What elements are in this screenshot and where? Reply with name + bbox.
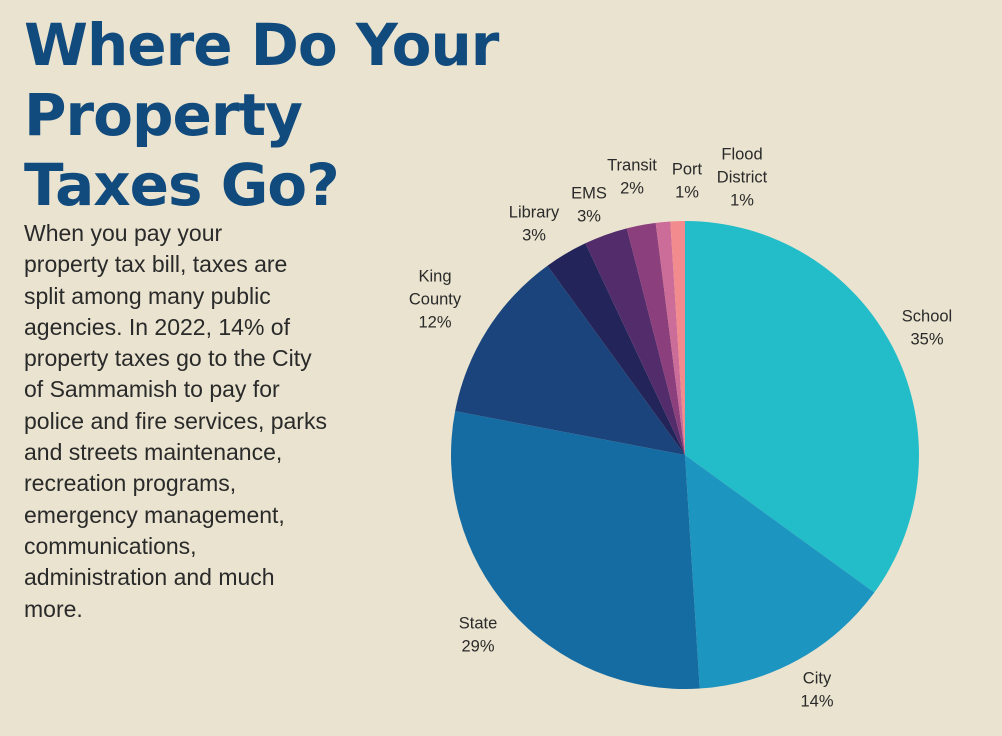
slice-value-school: 35% bbox=[910, 330, 943, 348]
description-line: police and fire services, parks bbox=[24, 407, 327, 434]
description-line: of Sammamish to pay for bbox=[24, 376, 280, 403]
slice-value-king-county: 12% bbox=[418, 313, 451, 331]
description-line: When you pay your bbox=[24, 220, 223, 246]
slice-label-library: Library bbox=[509, 203, 560, 221]
description-line: communications, bbox=[24, 532, 197, 559]
slice-value-city: 14% bbox=[800, 692, 833, 710]
page-title-line-1: Where Do Your Property bbox=[24, 11, 499, 149]
slice-label-city: City bbox=[803, 669, 832, 687]
pie-slice-transit bbox=[626, 222, 685, 455]
slice-label-port: Port bbox=[672, 160, 703, 178]
description-line: administration and much bbox=[24, 564, 275, 591]
slice-value-transit: 2% bbox=[620, 179, 644, 197]
description-line: more. bbox=[24, 595, 83, 622]
pie-slice-state bbox=[450, 411, 700, 690]
pie-slice-city bbox=[685, 455, 875, 689]
pie-slice-king-county bbox=[455, 265, 685, 455]
slice-value-library: 3% bbox=[522, 226, 546, 244]
slice-label-flood-district: Flood bbox=[721, 145, 762, 163]
slice-label-king-county: County bbox=[409, 290, 462, 308]
slice-value-state: 29% bbox=[461, 637, 494, 655]
description-line: and streets maintenance, bbox=[24, 439, 283, 466]
slice-label-transit: Transit bbox=[607, 156, 657, 174]
description-line: agencies. In 2022, 14% of bbox=[24, 313, 290, 340]
pie-slices bbox=[450, 221, 919, 690]
description-paragraph: When you pay your property tax bill, tax… bbox=[24, 218, 364, 625]
description-line: property tax bill, taxes are bbox=[24, 251, 288, 278]
description-line: split among many public bbox=[24, 282, 271, 309]
slice-label-ems: EMS bbox=[571, 184, 607, 202]
description-line: property taxes go to the City bbox=[24, 345, 312, 372]
slice-label-flood-district: District bbox=[717, 168, 768, 186]
page-title-line-2: Taxes Go? bbox=[24, 151, 340, 219]
slice-value-port: 1% bbox=[675, 183, 699, 201]
page-title: Where Do Your Property Taxes Go? bbox=[24, 10, 744, 220]
slice-value-ems: 3% bbox=[577, 207, 601, 225]
pie-slice-port bbox=[655, 221, 685, 455]
pie-slice-ems bbox=[585, 228, 685, 455]
slice-value-flood-district: 1% bbox=[730, 191, 754, 209]
description-line: recreation programs, bbox=[24, 470, 237, 497]
pie-labels: School 35% City 14% State 29% King County 12% Lib… bbox=[409, 145, 952, 710]
slice-label-school: School bbox=[902, 307, 952, 325]
slice-label-state: State bbox=[459, 614, 498, 632]
slice-label-king-county: King bbox=[418, 267, 451, 285]
pie-slice-school bbox=[685, 221, 919, 593]
pie-slice-library bbox=[547, 243, 685, 455]
description-line: emergency management, bbox=[24, 501, 285, 528]
pie-slice-flood-district bbox=[670, 221, 685, 455]
